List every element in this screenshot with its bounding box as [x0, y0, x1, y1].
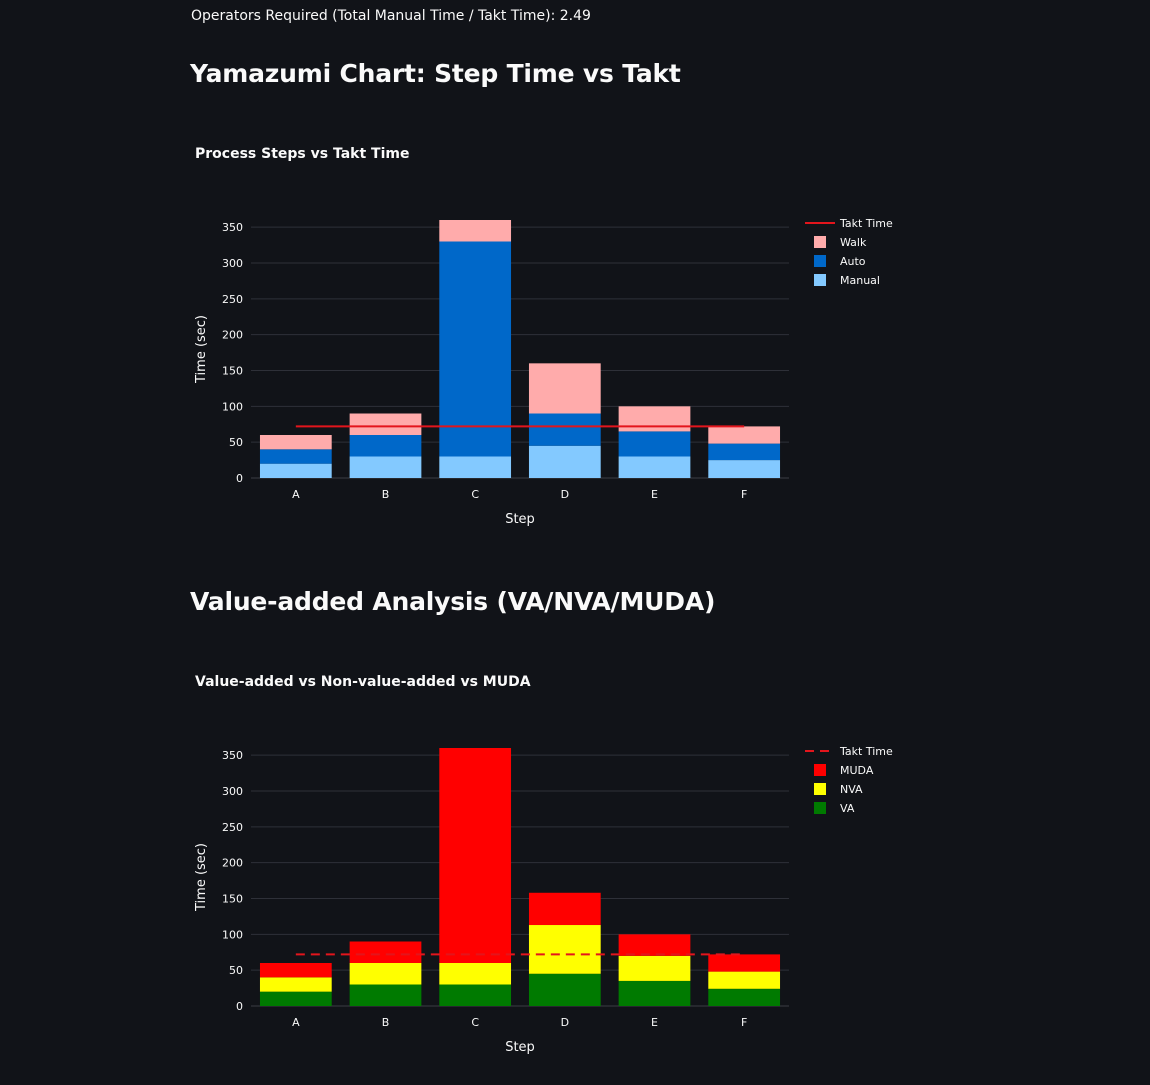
legend-item-auto: Auto — [814, 255, 866, 268]
bar-auto-a — [259, 449, 332, 464]
x-tick-label-c: C — [471, 1016, 479, 1029]
legend-label-manual: Manual — [840, 274, 880, 287]
legend-item-manual: Manual — [814, 274, 880, 287]
y-tick-label: 0 — [236, 472, 243, 485]
va-nva-muda-chart[interactable]: Value-added vs Non-value-added vs MUDA 0 5… — [185, 663, 905, 1063]
bar-manual-d — [528, 445, 601, 478]
bar-walk-c — [439, 220, 512, 242]
x-tick-label-b: B — [382, 1016, 390, 1029]
y-axis-label: Time (sec) — [194, 315, 209, 384]
legend-swatch-va — [814, 802, 826, 814]
bar-nva-b — [349, 963, 422, 985]
legend-swatch-nva — [814, 783, 826, 795]
y-tick-label: 0 — [236, 1000, 243, 1013]
x-tick-label-f: F — [741, 488, 747, 501]
legend-swatch-manual — [814, 274, 826, 286]
bar-nva-e — [618, 955, 691, 981]
legend-item-walk: Walk — [814, 236, 867, 249]
legend-label-takt-time: Takt Time — [839, 217, 893, 230]
bar-muda-e — [618, 934, 691, 956]
bar-auto-e — [618, 431, 691, 457]
x-tick-label-e: E — [651, 1016, 658, 1029]
bar-muda-b — [349, 941, 422, 963]
chart-title: Value-added vs Non-value-added vs MUDA — [195, 674, 531, 690]
bar-walk-f — [708, 426, 781, 444]
x-tick-label-e: E — [651, 488, 658, 501]
legend-label-auto: Auto — [840, 255, 866, 268]
bar-va-d — [528, 973, 601, 1006]
bar-nva-c — [439, 963, 512, 985]
y-tick-label: 100 — [222, 928, 243, 941]
x-tick-label-d: D — [561, 1016, 569, 1029]
legend-item-takt-time: Takt Time — [805, 217, 893, 230]
y-tick-label: 150 — [222, 365, 243, 378]
legend-swatch-auto — [814, 255, 826, 267]
bar-manual-a — [259, 463, 332, 478]
x-tick-label-b: B — [382, 488, 390, 501]
bar-walk-e — [618, 406, 691, 432]
bar-auto-b — [349, 435, 422, 457]
legend-item-muda: MUDA — [814, 764, 874, 777]
bar-muda-d — [528, 892, 601, 926]
x-tick-label-a: A — [292, 488, 300, 501]
y-tick-label: 250 — [222, 821, 243, 834]
bar-manual-e — [618, 456, 691, 478]
bar-walk-a — [259, 435, 332, 450]
legend-label-takt-time: Takt Time — [839, 745, 893, 758]
y-tick-label: 50 — [229, 436, 243, 449]
bar-manual-f — [708, 460, 781, 478]
y-tick-label: 100 — [222, 400, 243, 413]
chart-title: Process Steps vs Takt Time — [195, 146, 409, 162]
legend-swatch-walk — [814, 236, 826, 248]
y-tick-label: 250 — [222, 293, 243, 306]
x-axis-label: Step — [505, 1040, 535, 1055]
x-tick-label-f: F — [741, 1016, 747, 1029]
bar-muda-a — [259, 963, 332, 978]
x-axis-label: Step — [505, 512, 535, 527]
yamazumi-heading: Yamazumi Chart: Step Time vs Takt — [190, 59, 681, 88]
bar-va-c — [439, 984, 512, 1006]
legend-item-nva: NVA — [814, 783, 863, 796]
y-tick-label: 50 — [229, 964, 243, 977]
bar-va-e — [618, 980, 691, 1006]
y-axis-label: Time (sec) — [194, 843, 209, 912]
legend-label-muda: MUDA — [840, 764, 874, 777]
bar-muda-c — [439, 748, 512, 963]
bar-manual-c — [439, 456, 512, 478]
x-tick-label-c: C — [471, 488, 479, 501]
bar-nva-f — [708, 971, 781, 989]
y-tick-label: 300 — [222, 257, 243, 270]
bar-auto-c — [439, 241, 512, 457]
y-tick-label: 200 — [222, 329, 243, 342]
y-tick-label: 150 — [222, 893, 243, 906]
y-tick-label: 350 — [222, 221, 243, 234]
legend-item-takt-time: Takt Time — [805, 745, 893, 758]
bar-va-b — [349, 984, 422, 1006]
y-tick-label: 350 — [222, 749, 243, 762]
yamazumi-chart[interactable]: Process Steps vs Takt Time 0 50 100 150 200 25… — [185, 135, 905, 535]
bar-va-f — [708, 988, 781, 1006]
bar-walk-d — [528, 363, 601, 414]
operators-required-text: Operators Required (Total Manual Time / … — [191, 8, 591, 24]
legend-swatch-muda — [814, 764, 826, 776]
bar-auto-d — [528, 413, 601, 446]
legend-label-walk: Walk — [840, 236, 867, 249]
bar-auto-f — [708, 443, 781, 461]
x-tick-label-d: D — [561, 488, 569, 501]
y-tick-label: 300 — [222, 785, 243, 798]
bar-nva-d — [528, 925, 601, 974]
legend-label-va: VA — [840, 802, 855, 815]
bar-muda-f — [708, 954, 781, 972]
bar-walk-b — [349, 413, 422, 435]
bar-nva-a — [259, 977, 332, 992]
legend-item-va: VA — [814, 802, 855, 815]
bar-manual-b — [349, 456, 422, 478]
va-analysis-heading: Value-added Analysis (VA/NVA/MUDA) — [190, 587, 716, 616]
x-tick-label-a: A — [292, 1016, 300, 1029]
legend-label-nva: NVA — [840, 783, 863, 796]
y-tick-label: 200 — [222, 857, 243, 870]
bar-va-a — [259, 991, 332, 1006]
